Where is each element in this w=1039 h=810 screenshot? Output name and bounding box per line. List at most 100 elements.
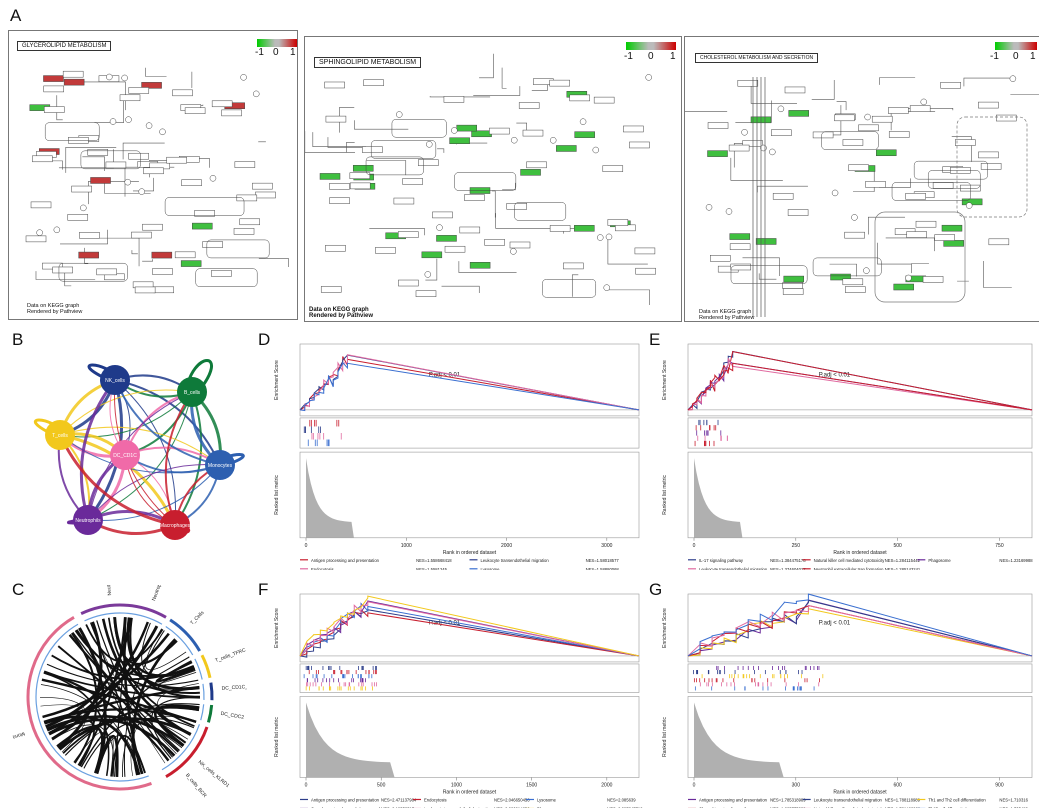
chord-link [52, 724, 115, 777]
legend-nes: NES=2.046650456 [494, 797, 530, 802]
gene-box [602, 165, 624, 172]
legend-label: Phagosome [537, 806, 560, 808]
kegg-map-sphingolipid: SPHINGOLIPID METABOLISM Data on KEGG gra… [304, 36, 682, 322]
x-tick-label: 1000 [401, 543, 412, 549]
compound-node [436, 224, 443, 231]
gene-box [172, 89, 193, 97]
gene-box [922, 276, 944, 283]
chord-sector-label: T_Cells [189, 610, 206, 627]
gene-box [52, 266, 73, 274]
panel-label-e: E [649, 330, 661, 349]
gene-box [153, 286, 174, 294]
pathway-line [94, 100, 124, 123]
chord-sector-label: NK_cells_KLRD1 [197, 760, 231, 790]
x-tick-label: 500 [377, 782, 386, 788]
chord-link [42, 632, 170, 719]
gene-box [30, 201, 52, 209]
node-label: NK_cells [105, 378, 125, 384]
gene-box [871, 115, 893, 123]
gene-box [961, 198, 983, 206]
x-tick-label: 1500 [526, 782, 537, 788]
enrichment-curve [687, 350, 1033, 411]
gene-box [393, 197, 415, 205]
color-scale-bar [257, 39, 297, 47]
pathway-line [516, 122, 527, 133]
pathway-diagram [25, 67, 289, 294]
padj-label: P.adj < 0.01 [819, 621, 851, 627]
footer-line-2: Rendered by Pathview [309, 313, 374, 319]
gene-box [202, 241, 223, 248]
compound-node [36, 229, 43, 236]
network-node: T_cells [45, 420, 75, 450]
gene-box [449, 137, 470, 144]
legend-nes: NES=1.5581245 [416, 567, 448, 570]
chord-inner-track [161, 724, 200, 771]
gene-box [128, 87, 150, 94]
legend-nes: NES=1.384475178 [770, 558, 806, 563]
chord-link [78, 628, 144, 774]
gene-box [844, 231, 865, 239]
legend-label: Antigen processing and presentation [699, 797, 768, 802]
network-edge [59, 426, 221, 466]
color-scale-bar [626, 42, 676, 50]
map-box [913, 160, 989, 180]
pathway-line [131, 250, 138, 255]
gene-box [141, 82, 162, 89]
legend-nes: NES=2.085639 [607, 797, 636, 802]
compound-node [138, 188, 145, 195]
gene-box [319, 173, 341, 180]
es-panel-frame [687, 343, 1033, 417]
legend-nes: NES=1.374604017 [770, 567, 806, 570]
legend-label: Natural killer cell mediated cytotoxicit… [814, 558, 886, 563]
gene-box [184, 107, 206, 115]
organelle-box [956, 116, 1028, 218]
x-tick-label: 500 [893, 543, 902, 549]
pathway-line [369, 228, 426, 236]
pathway-line [502, 182, 516, 191]
pathway-elements [305, 53, 656, 305]
gene-box [509, 241, 531, 249]
network-edge [174, 391, 203, 526]
compound-node [451, 127, 458, 134]
gene-box [955, 139, 976, 146]
pathway-line [890, 110, 936, 131]
legend-nes: NES=2.097847712 [607, 806, 643, 808]
gene-box [87, 149, 109, 156]
network-edge [58, 434, 176, 527]
rank-panel-frame [687, 451, 1033, 539]
pathway-line [56, 95, 63, 121]
chord-link [83, 717, 195, 769]
rank-axis-label: Ranked list metric [274, 475, 280, 515]
compound-node [125, 116, 132, 123]
gene-box [325, 115, 347, 123]
gene-box [615, 224, 636, 232]
node-label: B_cells [184, 390, 201, 396]
es-panel-frame [687, 593, 1033, 663]
kegg-map-cholesterol: CHOLESTEROL METABOLISM AND SECRETION Dat… [684, 36, 1039, 322]
gene-box [574, 225, 595, 232]
enrichment-curve [299, 608, 640, 657]
x-tick-label: 0 [693, 543, 696, 549]
padj-label: P.adj < 0.01 [429, 621, 461, 627]
pathway-line [495, 213, 555, 229]
x-tick-label: 0 [305, 543, 308, 549]
x-tick-label: 3000 [601, 543, 612, 549]
gene-box [876, 149, 897, 157]
pathway-line [346, 142, 355, 153]
legend-label: Endocytosis [424, 797, 447, 802]
scale-max: 1 [1030, 51, 1036, 62]
pathway-diagram [305, 53, 656, 305]
rank-axis-label: Ranked list metric [274, 717, 280, 757]
pathway-line [607, 234, 648, 265]
gene-box [32, 155, 53, 163]
chord-link [122, 715, 197, 777]
compound-node [920, 98, 927, 106]
scale-mid: 0 [273, 47, 279, 58]
pathway-line [366, 160, 407, 176]
ranked-metric-area [694, 702, 784, 778]
pathway-line [72, 81, 126, 111]
gene-box [563, 262, 584, 270]
pathway-line [607, 289, 650, 305]
gene-box [623, 125, 644, 133]
gene-box [464, 194, 485, 201]
